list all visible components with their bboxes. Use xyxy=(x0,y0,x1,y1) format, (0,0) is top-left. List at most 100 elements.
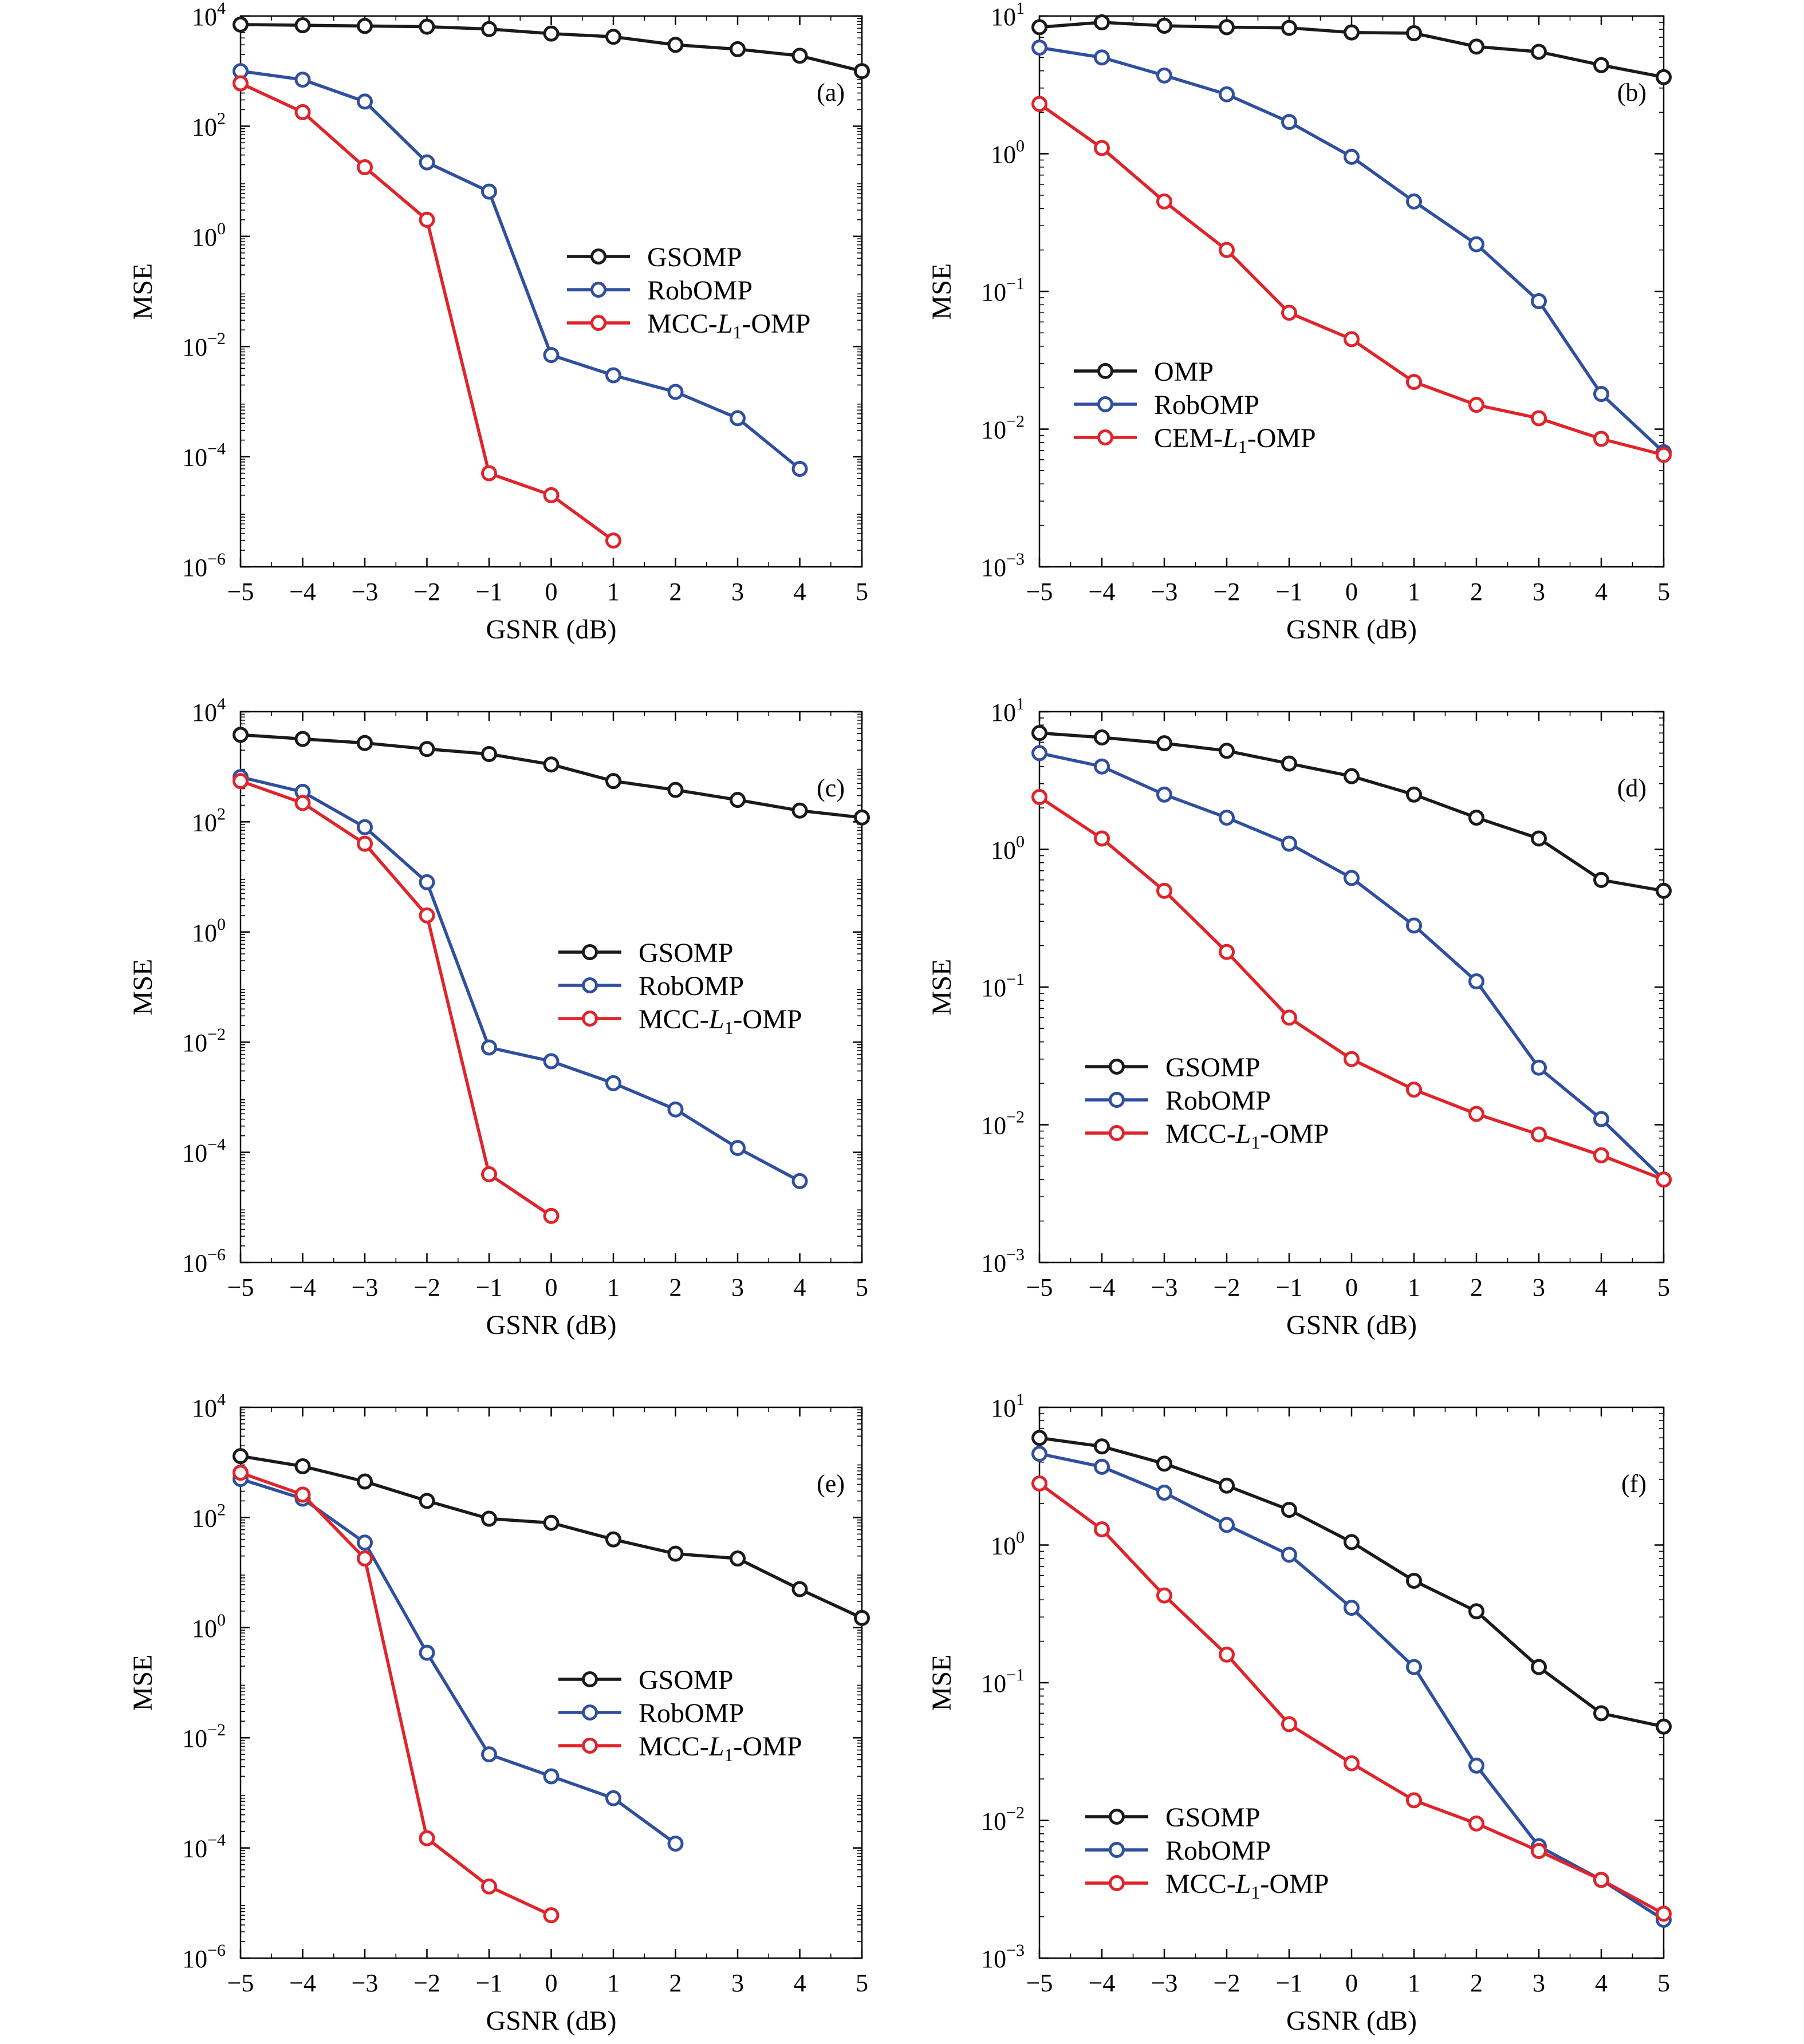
data-point xyxy=(605,29,621,45)
y-axis-title: MSE xyxy=(927,263,957,320)
data-point xyxy=(1219,19,1235,35)
data-point xyxy=(1094,1521,1110,1538)
data-point xyxy=(1281,1716,1297,1733)
data-point xyxy=(1593,871,1609,888)
x-tick-label: −5 xyxy=(227,1273,254,1301)
plot-frame xyxy=(1038,711,1665,1264)
data-point xyxy=(791,460,808,477)
data-point xyxy=(1156,1485,1172,1501)
data-point xyxy=(419,907,435,924)
x-axis-title: GSNR (dB) xyxy=(1286,2006,1417,2036)
x-tick-label: 3 xyxy=(1533,1969,1545,1997)
data-point xyxy=(791,802,808,819)
x-tick-label: −3 xyxy=(352,1969,379,1997)
y-tick-label: 102 xyxy=(192,109,226,141)
x-tick-label: −1 xyxy=(476,578,503,606)
data-point xyxy=(1468,810,1484,826)
data-point xyxy=(1156,735,1172,752)
x-tick-label: −4 xyxy=(289,578,316,606)
data-point xyxy=(1281,755,1297,772)
data-point xyxy=(1156,193,1172,210)
y-axis-title: MSE xyxy=(128,959,158,1016)
data-point xyxy=(1156,1587,1172,1604)
x-axis-title: GSNR (dB) xyxy=(486,1310,616,1340)
data-point xyxy=(1468,1815,1484,1832)
panel-c: 10−6 10−4 10−2 100 102 104 −5 −4 −3 −2 −1 0 1 2 3 4 5 GSN… xyxy=(128,695,870,1340)
data-point xyxy=(1094,1458,1110,1475)
data-point xyxy=(1281,305,1297,321)
data-point xyxy=(1219,743,1235,759)
data-point xyxy=(1219,944,1235,960)
legend-label: GSOMP xyxy=(1165,1052,1260,1083)
data-point xyxy=(543,1208,560,1224)
data-point xyxy=(419,154,435,171)
legend-label: MCC-L1-OMP xyxy=(639,1731,802,1765)
data-point xyxy=(1031,96,1047,112)
x-tick-label: −5 xyxy=(1026,578,1053,606)
data-point xyxy=(1094,830,1110,847)
legend-label: RobOMP xyxy=(1165,1086,1271,1116)
data-point xyxy=(1219,1646,1235,1663)
x-tick-label: 2 xyxy=(1470,1273,1483,1301)
data-point xyxy=(419,18,435,35)
panel-tag: (b) xyxy=(1617,78,1647,106)
legend-label: RobOMP xyxy=(647,275,753,306)
data-point xyxy=(294,1486,311,1503)
panel-b: 10−3 10−2 10−1 100 101 −5 −4 −3 −2 −1 0 1 2 3 4 5 GSNR (… xyxy=(927,0,1672,645)
data-point xyxy=(1344,148,1360,165)
x-tick-label: −5 xyxy=(1026,1273,1053,1301)
data-point xyxy=(1031,789,1047,806)
x-tick-label: −2 xyxy=(413,578,440,606)
data-point xyxy=(481,1746,497,1763)
legend-marker xyxy=(582,1704,598,1721)
data-point xyxy=(1656,447,1672,463)
y-tick-label: 10−2 xyxy=(981,1108,1025,1140)
y-tick-label: 10−6 xyxy=(182,1245,226,1277)
data-point xyxy=(1406,917,1422,934)
x-tick-label: 4 xyxy=(1595,1969,1608,1997)
legend-marker xyxy=(582,1738,598,1754)
legend-marker xyxy=(590,315,606,331)
data-point xyxy=(1094,758,1110,775)
x-tick-label: −5 xyxy=(227,1969,254,1997)
x-tick-label: 1 xyxy=(1408,578,1420,606)
data-point xyxy=(357,93,373,110)
x-tick-label: −3 xyxy=(1151,1273,1178,1301)
y-tick-label: 10−6 xyxy=(182,550,226,582)
data-point xyxy=(1031,745,1047,761)
y-tick-label: 100 xyxy=(192,915,226,947)
data-point xyxy=(1219,86,1235,102)
panel-f: 10−3 10−2 10−1 100 101 −5 −4 −3 −2 −1 0 1 2 3 4 5 GSNR (… xyxy=(927,1390,1672,2036)
data-point xyxy=(730,1139,746,1156)
data-point xyxy=(233,1448,249,1465)
data-point xyxy=(233,75,249,92)
y-tick-label: 10−1 xyxy=(981,274,1025,306)
data-point xyxy=(419,211,435,228)
y-tick-label: 10−1 xyxy=(981,1666,1025,1698)
x-axis-title: GSNR (dB) xyxy=(1286,1310,1417,1340)
y-tick-label: 10−2 xyxy=(981,412,1025,444)
data-point xyxy=(1468,1106,1484,1122)
x-tick-label: 3 xyxy=(731,1273,744,1301)
y-tick-label: 100 xyxy=(991,137,1025,169)
x-tick-label: 2 xyxy=(669,1969,682,1997)
data-point xyxy=(419,1644,435,1661)
y-tick-label: 104 xyxy=(192,1390,226,1422)
data-point xyxy=(1531,44,1547,60)
x-tick-label: 2 xyxy=(1470,1969,1483,1997)
data-point xyxy=(357,18,373,34)
panel-tag: (a) xyxy=(817,78,845,106)
data-point xyxy=(667,1545,684,1562)
legend-marker xyxy=(1097,429,1113,445)
series-line-red xyxy=(239,82,615,542)
legend-label: GSOMP xyxy=(639,1665,733,1695)
x-tick-label: 1 xyxy=(607,1969,620,1997)
x-tick-label: 3 xyxy=(731,1969,744,1997)
data-point xyxy=(481,1510,497,1527)
legend-marker xyxy=(582,944,598,960)
x-tick-label: −5 xyxy=(227,578,254,606)
data-point xyxy=(1344,1600,1360,1616)
data-point xyxy=(1593,431,1609,447)
legend-marker xyxy=(1109,1875,1125,1891)
